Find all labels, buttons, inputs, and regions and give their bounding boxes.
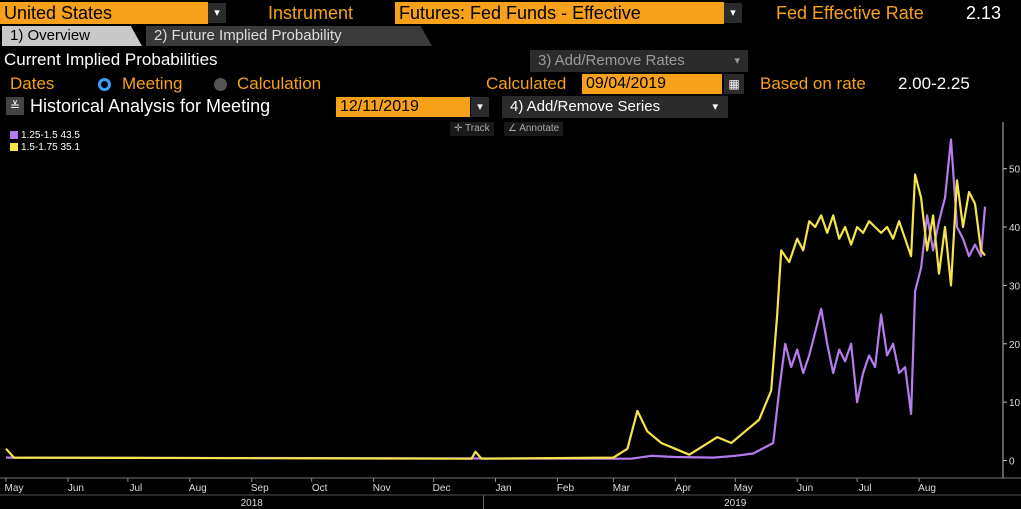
add-remove-rates-chevron-icon: ▾ <box>734 55 740 67</box>
x-tick-label: May <box>734 483 753 494</box>
x-tick-label: Aug <box>918 483 936 494</box>
legend-name-1: 1.25-1.5 <box>21 130 58 141</box>
y-tick-label: 0 <box>1009 456 1015 467</box>
track-crosshair-icon: ✛ <box>454 123 463 134</box>
calculated-date-input[interactable]: 09/04/2019 <box>582 74 722 94</box>
country-dropdown-arrow-icon[interactable]: ▾ <box>208 3 226 23</box>
calendar-icon[interactable]: ▦ <box>724 74 744 94</box>
add-remove-series-chevron-icon: ▾ <box>712 101 718 113</box>
add-remove-rates-label: 3) Add/Remove Rates <box>538 52 685 69</box>
based-on-rate-label: Based on rate <box>760 74 866 93</box>
legend-last-1: 43.5 <box>60 130 80 141</box>
x-tick-label: Jun <box>797 483 813 494</box>
x-tick-label: Jul <box>129 483 142 494</box>
legend-item-series-2: 1.5-1.75 35.1 <box>10 142 80 153</box>
legend-swatch-1 <box>10 131 18 139</box>
x-tick-label: Mar <box>613 483 631 494</box>
meeting-date-value: 12/11/2019 <box>340 98 419 115</box>
annotate-button[interactable]: ∠ Annotate <box>504 122 564 136</box>
rate-label: Fed Effective Rate <box>776 3 924 23</box>
annotate-pencil-icon: ∠ <box>508 123 517 134</box>
x-tick-label: Jun <box>68 483 84 494</box>
legend-name-2: 1.5-1.75 <box>21 142 58 153</box>
section-header: Current Implied Probabilities 3) Add/Rem… <box>0 49 1021 73</box>
probability-line-chart: 0 10 20 30 40 50 May Jun Jul Aug Sep Oct Nov Dec Jan Fe… <box>0 122 1021 509</box>
header-bar: United States ▾ Instrument Futures: Fed … <box>0 0 1021 26</box>
x-tick-label: May <box>5 483 24 494</box>
add-remove-series-button[interactable]: 4) Add/Remove Series ▾ <box>502 96 728 118</box>
based-on-rate-value: 2.00-2.25 <box>898 74 970 93</box>
add-remove-series-label: 4) Add/Remove Series <box>510 98 661 115</box>
instrument-value: Futures: Fed Funds - Effective <box>399 3 641 23</box>
instrument-select[interactable]: Futures: Fed Funds - Effective <box>395 2 724 24</box>
x-tick-label: Aug <box>189 483 207 494</box>
x-tick-label: Oct <box>312 483 328 494</box>
x-tick-label: Sep <box>251 483 269 494</box>
historical-title: Historical Analysis for Meeting <box>30 96 271 116</box>
options-bar: Dates Meeting Calculation Calculated 09/… <box>0 72 1021 96</box>
meeting-date-dropdown-arrow-icon[interactable]: ▾ <box>471 97 489 117</box>
legend-last-2: 35.1 <box>60 142 80 153</box>
rate-value: 2.13 <box>966 3 1002 23</box>
meeting-label: Meeting <box>122 74 183 93</box>
dates-label: Dates <box>10 74 55 93</box>
calculation-label: Calculation <box>237 74 322 93</box>
instrument-dropdown-arrow-icon[interactable]: ▾ <box>724 3 742 23</box>
country-select[interactable]: United States <box>0 2 208 24</box>
x-year-label: 2018 <box>241 498 264 509</box>
x-tick-label: Dec <box>433 483 451 494</box>
calculated-label: Calculated <box>486 74 567 93</box>
x-tick-label: Apr <box>676 483 692 494</box>
meeting-date-select[interactable]: 12/11/2019 <box>336 97 470 117</box>
legend-item-series-1: 1.25-1.5 43.5 <box>10 130 80 141</box>
tab-future-label: 2) Future Implied Probability <box>154 27 342 44</box>
series-line-1 <box>5 138 987 460</box>
x-year-label: 2019 <box>724 498 747 509</box>
x-tick-label: Feb <box>557 483 575 494</box>
y-tick-label: 20 <box>1009 340 1021 351</box>
instrument-label: Instrument <box>268 3 354 23</box>
country-value: United States <box>4 3 113 23</box>
section-title: Current Implied Probabilities <box>4 50 218 69</box>
track-label: Track <box>465 123 490 134</box>
legend-swatch-2 <box>10 143 18 151</box>
meeting-radio[interactable] <box>98 78 111 91</box>
track-button[interactable]: ✛ Track <box>450 122 494 136</box>
y-tick-label: 10 <box>1009 398 1021 409</box>
tab-overview-label: 1) Overview <box>10 27 91 44</box>
historical-bar: ≚ Historical Analysis for Meeting 12/11/… <box>0 95 1021 119</box>
x-tick-label: Nov <box>373 483 391 494</box>
tab-bar: 1) Overview 2) Future Implied Probabilit… <box>0 26 1021 46</box>
y-tick-label: 30 <box>1009 281 1021 292</box>
tab-overview[interactable]: 1) Overview <box>2 26 142 46</box>
collapse-chevron-icon[interactable]: ≚ <box>6 97 24 115</box>
add-remove-rates-button[interactable]: 3) Add/Remove Rates ▾ <box>530 50 748 72</box>
annotate-label: Annotate <box>519 123 560 134</box>
x-tick-label: Jan <box>495 483 511 494</box>
y-tick-label: 50 <box>1009 165 1021 176</box>
tab-future-implied-probability[interactable]: 2) Future Implied Probability <box>146 26 432 46</box>
calculated-date-value: 09/04/2019 <box>586 75 667 92</box>
x-tick-label: Jul <box>859 483 872 494</box>
y-tick-label: 40 <box>1009 223 1021 234</box>
calculation-radio[interactable] <box>214 78 227 91</box>
series-line-2 <box>5 173 986 460</box>
